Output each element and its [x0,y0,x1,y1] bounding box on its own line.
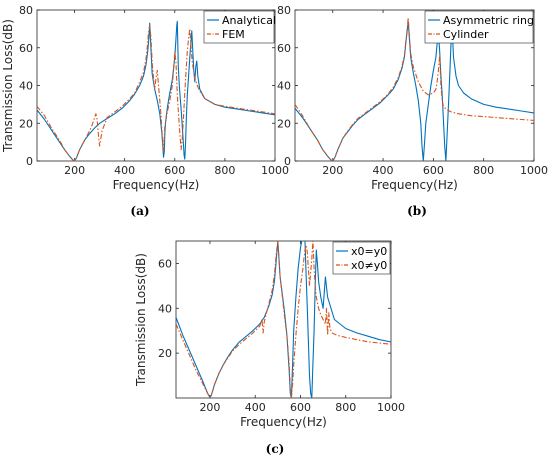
panel-caption: (a) [130,204,149,218]
y-tick-label: 80 [277,4,291,17]
x-tick-label: 600 [164,164,185,177]
x-tick-label: 1000 [377,401,405,414]
x-tick-label: 800 [473,164,494,177]
chart-c: 200 400 600 800 1000 20 40 60 Frequency(Hz) Trans… [134,240,405,456]
y-tick-label: 40 [19,80,33,93]
x-tick-label: 200 [322,164,343,177]
y-tick-label: 60 [19,42,33,55]
x-tick-label: 400 [245,401,266,414]
series-group [176,241,391,398]
x-tick-label: 600 [290,401,311,414]
y-tick-label: 40 [277,80,291,93]
y-axis-label: Transmission Loss(dB) [134,253,148,387]
x-axis-label: Frequency(Hz) [240,415,327,429]
y-tick-label: 20 [277,117,291,130]
plot-area [175,240,392,399]
chart-a: 200 400 600 800 1000020406080Frequency(Hz)Tr… [1,4,289,218]
legend-label: x0=y0 [351,245,387,258]
x-tick-label: 600 [423,164,444,177]
y-tick-label: 20 [158,347,172,360]
series-line-2 [37,24,275,161]
x-tick-label: 800 [335,401,356,414]
x-tick-label: 200 [64,164,85,177]
legend-box [203,10,275,44]
x-tick-label: 1000 [520,164,548,177]
legend-box [332,241,391,275]
y-tick-label: 0 [284,155,291,168]
y-tick-label: 60 [158,257,172,270]
series-line-2 [176,241,391,398]
legend-box [424,10,534,44]
legend-label: Cylinder [443,28,489,41]
legend-label: x0≠y0 [351,259,387,272]
legend-label: Asymmetric ring [443,14,534,27]
y-tick-label: 60 [277,42,291,55]
y-tick-label: 80 [19,4,33,17]
series-line-1 [37,20,275,161]
y-tick-label: 0 [26,155,33,168]
y-axis-label: Transmission Loss(dB) [1,19,15,153]
panel-caption: (c) [266,442,285,456]
x-tick-label: 400 [373,164,394,177]
y-tick-label: 40 [158,302,172,315]
series-group [37,20,275,161]
legend-label: FEM [222,28,245,41]
y-tick-label: 20 [19,117,33,130]
x-axis-label: Frequency(Hz) [113,178,200,192]
legend-label: Analytical [222,14,276,27]
panel-caption: (b) [407,204,427,218]
x-tick-label: 200 [199,401,220,414]
series-line-2 [295,17,534,161]
chart-b: 200 400 600 800 1000 0 20 40 60 80 Frequency(Hz) As… [277,4,548,218]
x-tick-label: 400 [114,164,135,177]
x-tick-label: 800 [214,164,235,177]
x-tick-label: 1000 [261,164,289,177]
x-axis-label: Frequency(Hz) [371,178,458,192]
